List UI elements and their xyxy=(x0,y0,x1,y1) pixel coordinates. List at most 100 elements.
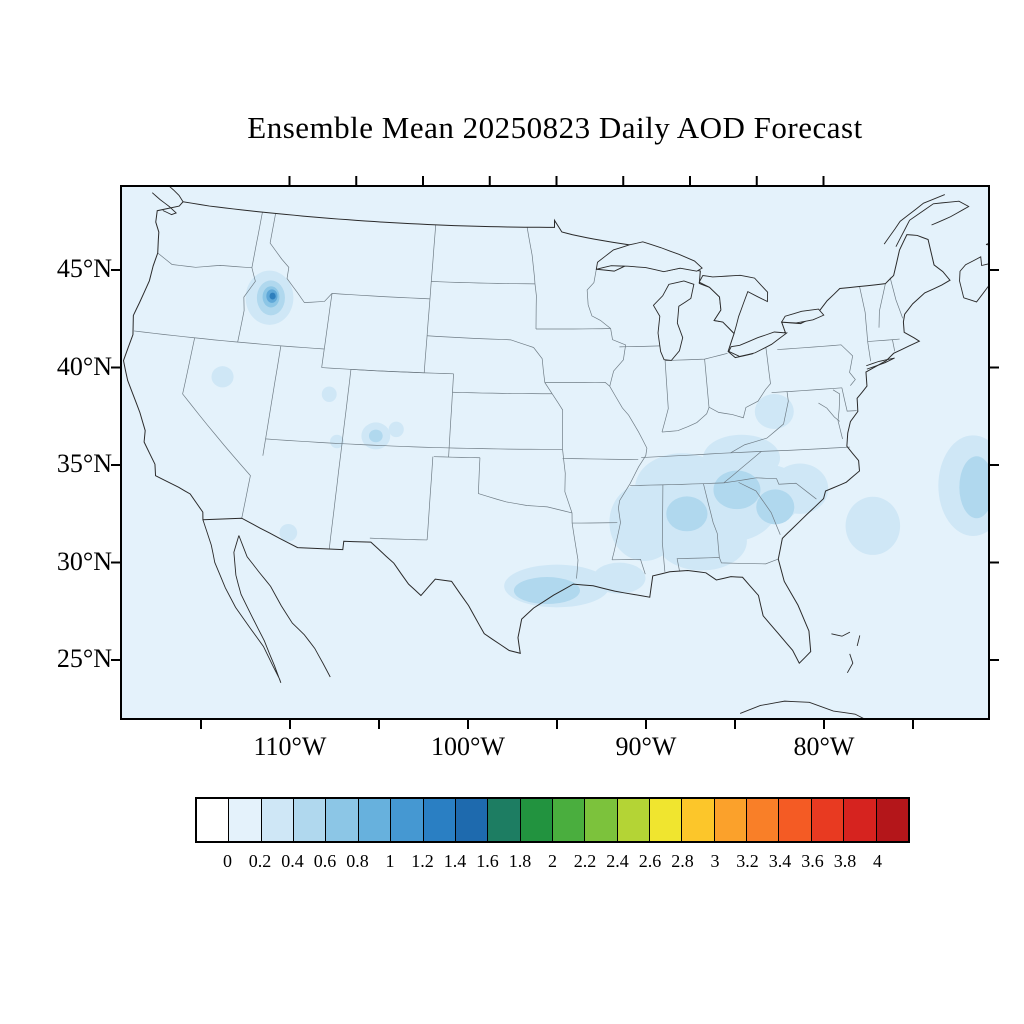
aod-contour-blob xyxy=(845,496,901,555)
aod-contour-blob xyxy=(368,429,383,443)
lon-tick-label: 90°W xyxy=(615,732,677,761)
colorbar xyxy=(195,797,910,843)
state-border xyxy=(237,267,256,343)
state-border xyxy=(321,293,333,368)
state-border xyxy=(133,330,325,350)
coastline xyxy=(151,192,177,216)
aod-contour-blob xyxy=(211,366,234,388)
lake-outline xyxy=(780,308,825,324)
state-border xyxy=(777,344,856,386)
state-border xyxy=(571,512,579,579)
coastline xyxy=(856,635,861,647)
colorbar-tick-label: 1.2 xyxy=(411,851,434,871)
colorbar-cell xyxy=(454,799,488,841)
state-border xyxy=(265,438,563,450)
colorbar-tick-label: 2.6 xyxy=(638,851,662,871)
lat-tick-label: 30°N xyxy=(56,546,112,576)
colorbar-tick-label: 2 xyxy=(548,851,557,871)
state-border xyxy=(612,559,646,575)
state-border xyxy=(859,286,871,362)
state-border xyxy=(431,281,535,285)
state-border xyxy=(609,328,648,560)
aod-contour-blob xyxy=(959,456,988,519)
colorbar-tick-label: 1 xyxy=(385,851,395,871)
aod-contour-blob xyxy=(269,292,276,300)
state-border xyxy=(641,446,851,458)
colorbar-cell xyxy=(584,799,617,841)
colorbar-cell xyxy=(487,799,520,841)
colorbar-tick-label: 0.8 xyxy=(346,851,369,871)
state-border xyxy=(562,458,639,460)
state-border xyxy=(332,293,430,300)
state-border xyxy=(889,277,904,319)
coastline xyxy=(169,187,184,203)
colorbar-cell xyxy=(875,799,908,841)
lake-outline xyxy=(728,331,788,357)
state-border xyxy=(676,557,720,572)
state-border xyxy=(534,283,537,330)
colorbar-tick-label: 0.2 xyxy=(248,851,272,871)
colorbar-tick-label: 0.6 xyxy=(313,851,337,871)
state-border xyxy=(703,483,720,558)
state-border xyxy=(452,391,553,395)
state-border xyxy=(719,557,779,565)
colorbar-cell xyxy=(357,799,391,841)
lon-tick-label: 80°W xyxy=(793,732,855,761)
coastline xyxy=(831,631,851,637)
lake-outline xyxy=(698,274,769,335)
coastline xyxy=(895,200,970,247)
lake-outline xyxy=(652,280,695,361)
colorbar-tick-label: 1.8 xyxy=(508,851,532,871)
colorbar-cell xyxy=(681,799,714,841)
state-border xyxy=(730,391,789,454)
state-border xyxy=(533,347,553,394)
state-border xyxy=(723,477,817,500)
state-border xyxy=(723,451,762,484)
lat-tick-label: 25°N xyxy=(56,644,112,673)
state-border xyxy=(586,269,611,329)
lake-outline xyxy=(595,241,703,273)
state-border xyxy=(832,389,843,440)
state-border xyxy=(544,381,610,387)
colorbar-tick-label: 2.8 xyxy=(671,851,694,871)
aod-contour-blob xyxy=(666,496,708,532)
state-border xyxy=(269,213,333,303)
state-border xyxy=(350,368,454,375)
state-border xyxy=(704,359,710,408)
state-border xyxy=(182,337,251,519)
colorbar-cell xyxy=(746,799,779,841)
state-border xyxy=(665,353,728,361)
state-border xyxy=(661,375,771,433)
us-aod-map xyxy=(122,187,988,718)
state-border xyxy=(738,482,781,535)
state-border xyxy=(448,373,454,458)
state-border xyxy=(157,252,252,269)
aod-contour-blob xyxy=(321,386,337,402)
coastline xyxy=(739,700,864,718)
colorbar-cell xyxy=(422,799,455,841)
colorbar-cell xyxy=(519,799,552,841)
state-border xyxy=(619,345,661,348)
state-border xyxy=(867,338,900,342)
colorbar-cell xyxy=(551,799,585,841)
lat-tick-label: 35°N xyxy=(56,449,112,478)
colorbar-cell xyxy=(228,799,261,841)
aod-contour-blob xyxy=(279,523,298,542)
state-border xyxy=(478,493,573,514)
colorbar-tick-label: 3 xyxy=(710,851,720,871)
state-border xyxy=(427,335,534,348)
colorbar-tick-label: 3.8 xyxy=(833,851,857,871)
state-border xyxy=(841,387,857,412)
state-border xyxy=(251,212,263,268)
lat-tick-label: 45°N xyxy=(56,254,112,283)
lon-tick-label: 100°W xyxy=(431,732,505,761)
state-border xyxy=(771,387,842,393)
colorbar-cell xyxy=(293,799,326,841)
colorbar-tick-labels: 0 0.2 0.4 0.6 0.8 1 1.2 1.4 1.6 1.8 2 2.2 2.4 2.6 2.8 3… xyxy=(195,851,910,875)
colorbar-cell xyxy=(713,799,747,841)
coastline xyxy=(985,243,988,246)
colorbar-cell xyxy=(260,799,294,841)
state-border xyxy=(661,484,666,572)
colorbar-cell xyxy=(390,799,423,841)
